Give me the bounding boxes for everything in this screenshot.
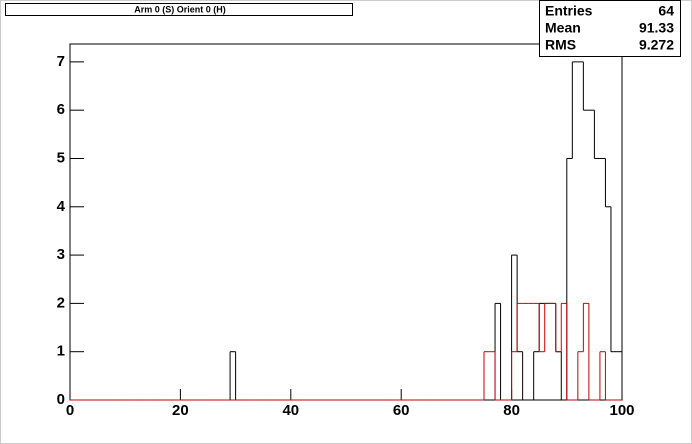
y-tick-label: 1 (57, 343, 65, 360)
stats-box (539, 0, 681, 57)
x-tick-label: 20 (172, 402, 189, 419)
y-tick-label: 6 (57, 101, 65, 118)
x-tick-label: 0 (66, 402, 74, 419)
stats-value: 91.33 (639, 20, 674, 36)
x-tick-label: 40 (282, 402, 299, 419)
y-tick-label: 2 (57, 294, 65, 311)
y-tick-label: 4 (57, 198, 66, 215)
x-tick-label: 80 (503, 402, 520, 419)
y-tick-label: 5 (57, 149, 65, 166)
y-tick-label: 0 (57, 391, 65, 408)
stats-value: 64 (658, 3, 674, 19)
stats-label: RMS (545, 37, 576, 53)
x-tick-label: 100 (609, 402, 634, 419)
y-tick-label: 3 (57, 246, 65, 263)
x-tick-label: 60 (393, 402, 410, 419)
stats-label: Mean (545, 20, 581, 36)
title-box (5, 3, 353, 16)
stats-value: 9.272 (639, 37, 674, 53)
stats-label: Entries (545, 3, 593, 19)
y-tick-label: 7 (57, 53, 65, 70)
chart-title: Arm 0 (S) Orient 0 (H) (134, 4, 226, 14)
